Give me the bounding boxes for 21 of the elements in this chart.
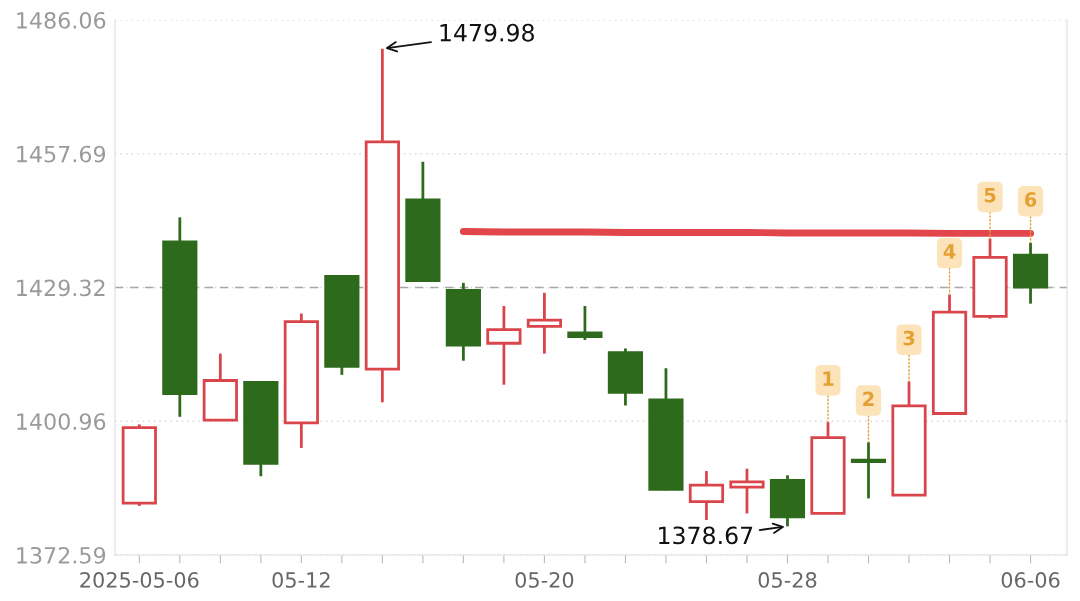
candlestick xyxy=(526,291,563,356)
annotation: 4 xyxy=(943,244,956,259)
candlestick xyxy=(729,467,765,515)
annotation: 5 xyxy=(984,188,996,203)
y-tick-label: 1486.06 xyxy=(17,11,106,29)
x-tick-label: 05-12 xyxy=(272,572,330,588)
annotation: 2 xyxy=(863,391,874,406)
y-tick-label: 1372.59 xyxy=(17,546,106,564)
x-tick-label: 05-28 xyxy=(758,572,817,588)
x-tick-label: 05-20 xyxy=(515,572,574,588)
annotation: 1 xyxy=(823,371,834,386)
x-tick-label: 06-06 xyxy=(1001,572,1060,588)
x-tick-label: 2025-05-06 xyxy=(80,572,199,588)
annotation: 1378.67 xyxy=(659,526,753,545)
y-tick-label: 1400.96 xyxy=(17,413,106,430)
y-tick-label: 1429.32 xyxy=(17,279,105,297)
annotation: 3 xyxy=(903,330,915,346)
y-tick-label: 1457.69 xyxy=(17,145,106,163)
annotation: 6 xyxy=(1024,192,1037,207)
annotation: 1479.98 xyxy=(440,23,534,42)
candlestick xyxy=(567,304,603,342)
